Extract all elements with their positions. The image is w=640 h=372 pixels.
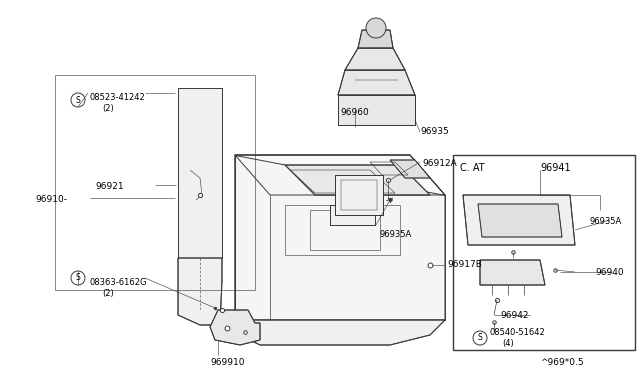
- Text: S: S: [76, 96, 81, 105]
- Text: 96910-: 96910-: [35, 195, 67, 204]
- Polygon shape: [335, 175, 383, 215]
- Circle shape: [71, 93, 85, 107]
- Text: 96912A: 96912A: [422, 159, 457, 168]
- Text: 969910: 969910: [210, 358, 244, 367]
- Text: 96935A: 96935A: [590, 217, 622, 226]
- Circle shape: [366, 18, 386, 38]
- Polygon shape: [330, 205, 375, 225]
- Text: (4): (4): [502, 339, 514, 348]
- Bar: [453, 155, 635, 350]
- Polygon shape: [358, 30, 393, 48]
- Text: 96917B: 96917B: [447, 260, 482, 269]
- Polygon shape: [480, 260, 545, 285]
- Polygon shape: [178, 88, 222, 258]
- Text: 96935A: 96935A: [380, 230, 412, 239]
- Polygon shape: [463, 195, 575, 245]
- Polygon shape: [235, 155, 270, 320]
- Polygon shape: [210, 310, 260, 345]
- Text: 96935: 96935: [420, 127, 449, 136]
- Text: (2): (2): [102, 289, 114, 298]
- Polygon shape: [178, 258, 222, 325]
- Polygon shape: [285, 165, 430, 195]
- Polygon shape: [235, 320, 445, 345]
- Text: 96940: 96940: [595, 268, 623, 277]
- Text: 96941: 96941: [540, 163, 571, 173]
- Text: (2): (2): [102, 104, 114, 113]
- Text: S: S: [76, 273, 81, 282]
- Text: 08540-51642: 08540-51642: [490, 328, 546, 337]
- Text: ^969*0.5: ^969*0.5: [540, 358, 584, 367]
- Polygon shape: [235, 155, 445, 195]
- Text: 96921: 96921: [95, 182, 124, 191]
- Circle shape: [473, 331, 487, 345]
- Polygon shape: [478, 204, 562, 237]
- Polygon shape: [345, 48, 405, 70]
- Polygon shape: [235, 155, 445, 320]
- Circle shape: [71, 271, 85, 285]
- Text: 08523-41242: 08523-41242: [90, 93, 146, 102]
- Polygon shape: [338, 70, 415, 95]
- Text: 08363-6162G: 08363-6162G: [90, 278, 147, 287]
- Polygon shape: [338, 95, 415, 125]
- Text: C. AT: C. AT: [460, 163, 484, 173]
- Polygon shape: [390, 160, 430, 178]
- Text: 96942: 96942: [500, 311, 529, 320]
- Text: S: S: [477, 334, 483, 343]
- Text: 96960: 96960: [340, 108, 369, 117]
